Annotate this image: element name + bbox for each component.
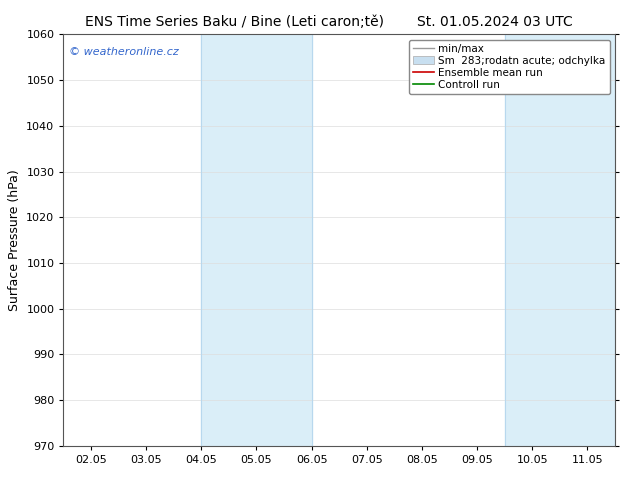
Y-axis label: Surface Pressure (hPa): Surface Pressure (hPa) [8, 169, 21, 311]
Text: ENS Time Series Baku / Bine (Leti caron;tě): ENS Time Series Baku / Bine (Leti caron;… [85, 15, 384, 29]
Text: © weatheronline.cz: © weatheronline.cz [69, 47, 179, 57]
Bar [505, 34, 615, 446]
Text: St. 01.05.2024 03 UTC: St. 01.05.2024 03 UTC [417, 15, 573, 29]
Legend: min/max, Sm  283;rodatn acute; odchylka, Ensemble mean run, Controll run: min/max, Sm 283;rodatn acute; odchylka, … [409, 40, 610, 94]
Bar [202, 34, 312, 446]
